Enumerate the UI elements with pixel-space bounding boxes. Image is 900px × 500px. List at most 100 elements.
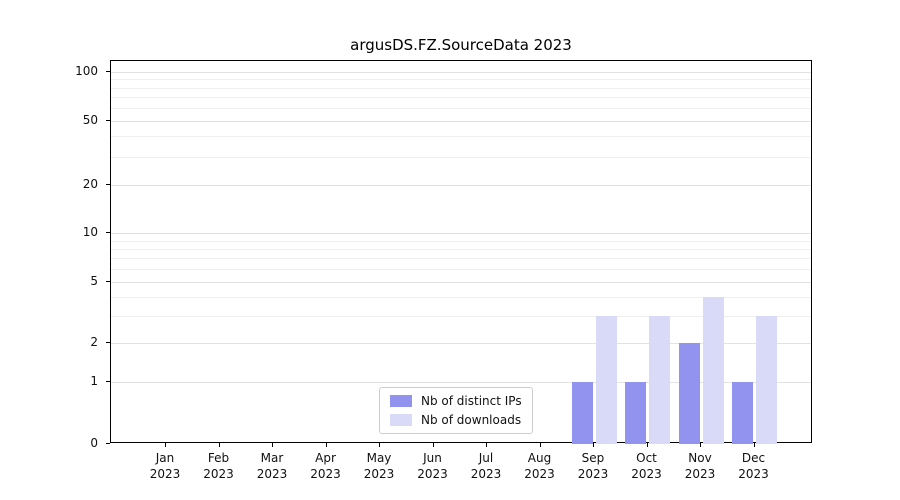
y-gridline [111, 382, 811, 384]
y-tick-mark [106, 381, 110, 383]
y-gridline [111, 233, 811, 235]
y-tick-label: 50 [82, 112, 98, 127]
x-tick-month: Apr [315, 451, 336, 465]
x-tick-label-apr: Apr 2023 [310, 451, 341, 482]
y-tick-label: 5 [90, 273, 98, 288]
x-tick-mark [593, 443, 594, 447]
x-tick-label-nov: Nov 2023 [685, 451, 716, 482]
x-tick-year: 2023 [149, 466, 181, 481]
x-tick-mark [165, 443, 166, 447]
x-tick-label-mar: Mar 2023 [257, 451, 288, 482]
x-tick-month: Jul [478, 451, 494, 465]
y-gridline-minor [111, 107, 811, 109]
y-tick-label: 20 [82, 176, 98, 191]
y-gridline-minor [111, 258, 811, 260]
chart-title: argusDS.FZ.SourceData 2023 [350, 36, 572, 54]
y-gridline [111, 342, 811, 344]
legend-item-distinct-ips: Nb of distinct IPs [390, 394, 522, 408]
x-tick-year: 2023 [417, 466, 448, 481]
y-tick-label: 0 [90, 436, 98, 450]
x-tick-year: 2023 [631, 466, 662, 481]
y-gridline-minor [111, 136, 811, 138]
y-tick-label: 10 [82, 225, 98, 240]
x-tick-month: May [366, 451, 392, 465]
x-tick-year: 2023 [363, 466, 395, 481]
x-tick-mark [325, 443, 327, 447]
legend-swatch-distinct-ips [390, 395, 412, 407]
x-tick-mark [753, 443, 755, 447]
x-tick-mark [486, 443, 487, 447]
y-gridline-minor [111, 97, 811, 99]
y-gridline-minor [111, 240, 811, 242]
y-tick-mark [106, 71, 110, 72]
x-tick-year: 2023 [684, 466, 716, 481]
x-tick-mark [272, 443, 273, 447]
y-tick-mark [106, 119, 110, 121]
x-tick-label-sep: Sep 2023 [578, 451, 609, 482]
x-tick-month: Oct [636, 451, 657, 465]
x-tick-year: 2023 [203, 466, 234, 481]
x-tick-month: Feb [207, 451, 230, 465]
y-gridline-minor [111, 269, 811, 271]
y-tick-mark [106, 443, 110, 444]
x-tick-label-dec: Dec 2023 [738, 451, 769, 482]
legend-label-distinct-ips: Nb of distinct IPs [421, 394, 522, 408]
x-tick-year: 2023 [256, 466, 288, 481]
y-gridline [111, 120, 811, 122]
y-gridline [111, 281, 811, 283]
x-tick-label-aug: Aug 2023 [524, 451, 555, 482]
x-tick-label-feb: Feb 2023 [203, 451, 234, 482]
x-tick-label-oct: Oct 2023 [631, 451, 662, 482]
x-tick-mark [432, 443, 434, 447]
x-tick-label-jul: Jul 2023 [471, 451, 502, 482]
x-tick-mark [379, 443, 380, 447]
bar-downloads-oct [649, 316, 670, 444]
x-tick-year: 2023 [470, 466, 502, 481]
x-tick-year: 2023 [524, 466, 555, 481]
bar-downloads-nov [702, 296, 724, 444]
x-tick-month: Jan [155, 451, 175, 465]
bar-distinct-ips-oct [625, 382, 646, 444]
y-gridline-minor [111, 87, 811, 89]
y-tick-label: 2 [90, 334, 98, 349]
x-tick-label-jun: Jun 2023 [417, 451, 448, 482]
y-tick-mark [106, 280, 110, 282]
x-tick-mark [539, 443, 541, 447]
bar-distinct-ips-sep [571, 382, 593, 444]
x-tick-month: Aug [527, 451, 552, 465]
x-tick-label-may: May 2023 [364, 451, 395, 482]
x-tick-mark [218, 443, 220, 447]
y-gridline [111, 184, 811, 186]
bar-distinct-ips-dec [732, 382, 753, 444]
bar-downloads-dec [756, 316, 777, 444]
legend: Nb of distinct IPs Nb of downloads [379, 387, 533, 434]
y-gridline-minor [111, 79, 811, 81]
x-tick-month: Sep [581, 451, 605, 465]
x-tick-year: 2023 [738, 466, 769, 481]
y-gridline-minor [111, 316, 811, 318]
x-tick-month: Jun [423, 451, 442, 465]
legend-label-downloads: Nb of downloads [421, 413, 522, 427]
x-tick-mark [700, 443, 701, 447]
x-tick-mark [646, 443, 648, 447]
y-gridline-minor [111, 296, 811, 298]
y-tick-label: 100 [75, 64, 98, 78]
bar-downloads-sep [595, 316, 617, 444]
x-tick-month: Dec [741, 451, 766, 465]
x-tick-label-jan: Jan 2023 [150, 451, 181, 482]
y-tick-mark [106, 232, 110, 234]
x-tick-year: 2023 [310, 466, 341, 481]
y-tick-mark [106, 341, 110, 343]
legend-item-downloads: Nb of downloads [390, 413, 522, 427]
y-tick-label: 1 [90, 374, 98, 389]
plot-area [110, 60, 812, 444]
y-gridline-minor [111, 156, 811, 158]
legend-swatch-downloads [390, 414, 412, 426]
x-tick-year: 2023 [577, 466, 609, 481]
y-gridline-minor [111, 249, 811, 251]
x-tick-month: Nov [688, 451, 712, 465]
bar-distinct-ips-nov [678, 342, 700, 444]
y-tick-mark [106, 183, 110, 185]
y-gridline [111, 72, 811, 73]
